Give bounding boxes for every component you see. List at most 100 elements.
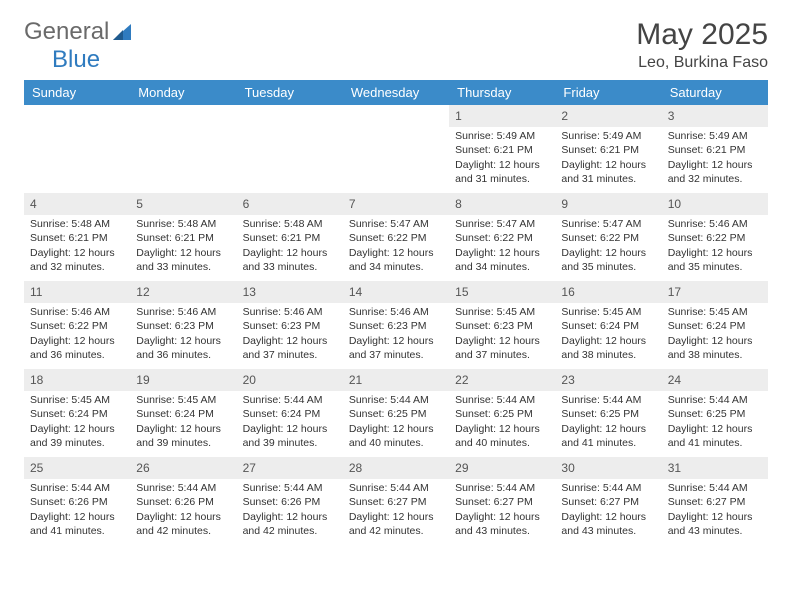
- day-cell: 29Sunrise: 5:44 AMSunset: 6:27 PMDayligh…: [449, 457, 555, 545]
- day-number: 30: [555, 457, 661, 479]
- daylight-text: Daylight: 12 hours and 35 minutes.: [561, 246, 655, 274]
- day-cell: 11Sunrise: 5:46 AMSunset: 6:22 PMDayligh…: [24, 281, 130, 369]
- sunrise-text: Sunrise: 5:45 AM: [30, 393, 124, 407]
- day-number: 3: [662, 105, 768, 127]
- sunset-text: Sunset: 6:24 PM: [136, 407, 230, 421]
- day-number: 29: [449, 457, 555, 479]
- day-cell: 27Sunrise: 5:44 AMSunset: 6:26 PMDayligh…: [237, 457, 343, 545]
- day-number: 20: [237, 369, 343, 391]
- sunrise-text: Sunrise: 5:44 AM: [455, 481, 549, 495]
- sunset-text: Sunset: 6:25 PM: [349, 407, 443, 421]
- day-cell: 14Sunrise: 5:46 AMSunset: 6:23 PMDayligh…: [343, 281, 449, 369]
- day-content: Sunrise: 5:47 AMSunset: 6:22 PMDaylight:…: [555, 215, 661, 278]
- day-number: 5: [130, 193, 236, 215]
- day-cell: 8Sunrise: 5:47 AMSunset: 6:22 PMDaylight…: [449, 193, 555, 281]
- week-row: 4Sunrise: 5:48 AMSunset: 6:21 PMDaylight…: [24, 193, 768, 281]
- day-content: Sunrise: 5:44 AMSunset: 6:27 PMDaylight:…: [449, 479, 555, 542]
- day-number: 27: [237, 457, 343, 479]
- day-content: Sunrise: 5:44 AMSunset: 6:25 PMDaylight:…: [555, 391, 661, 454]
- day-cell: [130, 105, 236, 193]
- brand-part1: General: [24, 18, 109, 46]
- day-number: 7: [343, 193, 449, 215]
- sunrise-text: Sunrise: 5:44 AM: [136, 481, 230, 495]
- sunrise-text: Sunrise: 5:49 AM: [668, 129, 762, 143]
- day-content: Sunrise: 5:48 AMSunset: 6:21 PMDaylight:…: [130, 215, 236, 278]
- sunset-text: Sunset: 6:24 PM: [668, 319, 762, 333]
- brand-part2: Blue: [52, 46, 100, 73]
- sunrise-text: Sunrise: 5:46 AM: [349, 305, 443, 319]
- daylight-text: Daylight: 12 hours and 39 minutes.: [30, 422, 124, 450]
- brand-logo: General: [24, 18, 133, 46]
- day-content: Sunrise: 5:44 AMSunset: 6:27 PMDaylight:…: [343, 479, 449, 542]
- sunrise-text: Sunrise: 5:44 AM: [561, 481, 655, 495]
- weekday-sun: Sunday: [24, 80, 130, 105]
- sunset-text: Sunset: 6:21 PM: [243, 231, 337, 245]
- daylight-text: Daylight: 12 hours and 32 minutes.: [668, 158, 762, 186]
- sunrise-text: Sunrise: 5:47 AM: [349, 217, 443, 231]
- day-cell: 13Sunrise: 5:46 AMSunset: 6:23 PMDayligh…: [237, 281, 343, 369]
- sunrise-text: Sunrise: 5:47 AM: [561, 217, 655, 231]
- daylight-text: Daylight: 12 hours and 31 minutes.: [561, 158, 655, 186]
- daylight-text: Daylight: 12 hours and 37 minutes.: [349, 334, 443, 362]
- day-content: Sunrise: 5:49 AMSunset: 6:21 PMDaylight:…: [449, 127, 555, 190]
- daylight-text: Daylight: 12 hours and 43 minutes.: [455, 510, 549, 538]
- daylight-text: Daylight: 12 hours and 41 minutes.: [561, 422, 655, 450]
- day-content: Sunrise: 5:48 AMSunset: 6:21 PMDaylight:…: [24, 215, 130, 278]
- sunset-text: Sunset: 6:21 PM: [668, 143, 762, 157]
- sunset-text: Sunset: 6:25 PM: [668, 407, 762, 421]
- day-content: Sunrise: 5:45 AMSunset: 6:24 PMDaylight:…: [555, 303, 661, 366]
- brand-row2: XxBlue: [24, 46, 768, 74]
- daylight-text: Daylight: 12 hours and 43 minutes.: [668, 510, 762, 538]
- sunset-text: Sunset: 6:22 PM: [349, 231, 443, 245]
- day-content: Sunrise: 5:49 AMSunset: 6:21 PMDaylight:…: [555, 127, 661, 190]
- day-cell: 1Sunrise: 5:49 AMSunset: 6:21 PMDaylight…: [449, 105, 555, 193]
- day-number: 23: [555, 369, 661, 391]
- sunrise-text: Sunrise: 5:45 AM: [136, 393, 230, 407]
- day-number: 24: [662, 369, 768, 391]
- day-cell: [24, 105, 130, 193]
- weekday-mon: Monday: [130, 80, 236, 105]
- day-cell: [237, 105, 343, 193]
- daylight-text: Daylight: 12 hours and 39 minutes.: [243, 422, 337, 450]
- daylight-text: Daylight: 12 hours and 34 minutes.: [349, 246, 443, 274]
- day-content: Sunrise: 5:44 AMSunset: 6:27 PMDaylight:…: [662, 479, 768, 542]
- sunset-text: Sunset: 6:21 PM: [30, 231, 124, 245]
- sunrise-text: Sunrise: 5:44 AM: [349, 393, 443, 407]
- sunrise-text: Sunrise: 5:44 AM: [668, 393, 762, 407]
- daylight-text: Daylight: 12 hours and 38 minutes.: [668, 334, 762, 362]
- day-cell: 18Sunrise: 5:45 AMSunset: 6:24 PMDayligh…: [24, 369, 130, 457]
- day-content: Sunrise: 5:46 AMSunset: 6:22 PMDaylight:…: [662, 215, 768, 278]
- day-number: 1: [449, 105, 555, 127]
- day-content: Sunrise: 5:47 AMSunset: 6:22 PMDaylight:…: [343, 215, 449, 278]
- sunset-text: Sunset: 6:24 PM: [561, 319, 655, 333]
- day-number: 21: [343, 369, 449, 391]
- day-cell: 31Sunrise: 5:44 AMSunset: 6:27 PMDayligh…: [662, 457, 768, 545]
- daylight-text: Daylight: 12 hours and 41 minutes.: [30, 510, 124, 538]
- day-content: Sunrise: 5:44 AMSunset: 6:25 PMDaylight:…: [449, 391, 555, 454]
- daylight-text: Daylight: 12 hours and 41 minutes.: [668, 422, 762, 450]
- day-content: Sunrise: 5:45 AMSunset: 6:24 PMDaylight:…: [24, 391, 130, 454]
- day-content: Sunrise: 5:49 AMSunset: 6:21 PMDaylight:…: [662, 127, 768, 190]
- day-content: Sunrise: 5:47 AMSunset: 6:22 PMDaylight:…: [449, 215, 555, 278]
- daylight-text: Daylight: 12 hours and 43 minutes.: [561, 510, 655, 538]
- day-number: 15: [449, 281, 555, 303]
- day-cell: 15Sunrise: 5:45 AMSunset: 6:23 PMDayligh…: [449, 281, 555, 369]
- daylight-text: Daylight: 12 hours and 39 minutes.: [136, 422, 230, 450]
- weeks-container: 1Sunrise: 5:49 AMSunset: 6:21 PMDaylight…: [24, 105, 768, 545]
- sunrise-text: Sunrise: 5:45 AM: [561, 305, 655, 319]
- sunset-text: Sunset: 6:21 PM: [136, 231, 230, 245]
- daylight-text: Daylight: 12 hours and 33 minutes.: [243, 246, 337, 274]
- day-number: 25: [24, 457, 130, 479]
- daylight-text: Daylight: 12 hours and 33 minutes.: [136, 246, 230, 274]
- weekday-thu: Thursday: [449, 80, 555, 105]
- sunrise-text: Sunrise: 5:48 AM: [136, 217, 230, 231]
- sunset-text: Sunset: 6:27 PM: [349, 495, 443, 509]
- daylight-text: Daylight: 12 hours and 36 minutes.: [136, 334, 230, 362]
- sunrise-text: Sunrise: 5:49 AM: [561, 129, 655, 143]
- sunrise-text: Sunrise: 5:44 AM: [30, 481, 124, 495]
- day-content: Sunrise: 5:44 AMSunset: 6:26 PMDaylight:…: [237, 479, 343, 542]
- sunset-text: Sunset: 6:22 PM: [561, 231, 655, 245]
- sunrise-text: Sunrise: 5:46 AM: [243, 305, 337, 319]
- day-cell: 5Sunrise: 5:48 AMSunset: 6:21 PMDaylight…: [130, 193, 236, 281]
- day-content: Sunrise: 5:45 AMSunset: 6:24 PMDaylight:…: [130, 391, 236, 454]
